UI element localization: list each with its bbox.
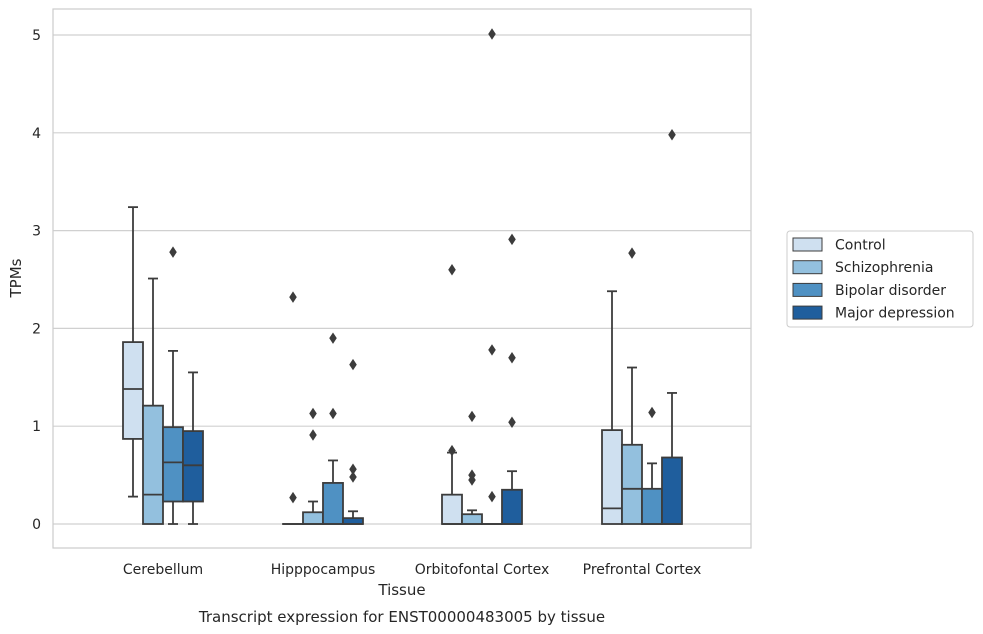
- legend-swatch: [792, 260, 823, 275]
- outlier-point: [448, 444, 456, 457]
- legend-entries: Control Schizophrenia Bipolar disorder Majo…: [792, 237, 955, 322]
- box: [302, 511, 324, 525]
- outlier-point: [488, 344, 496, 356]
- outlier-point: [329, 332, 337, 344]
- y-tick-label: 5: [32, 28, 41, 44]
- series-group: [142, 247, 643, 525]
- outlier-point: [329, 407, 337, 420]
- legend-label: Schizophrenia: [835, 260, 933, 276]
- outlier-point: [349, 471, 357, 483]
- box: [661, 456, 683, 525]
- box: [142, 404, 164, 525]
- legend-swatch: [792, 305, 823, 320]
- y-tick-labels: 0 1 2 3 4 5: [32, 28, 41, 533]
- legend-label: Bipolar disorder: [835, 283, 946, 299]
- outlier-point: [488, 28, 496, 40]
- outlier-point: [289, 291, 297, 303]
- outlier-point: [309, 407, 317, 420]
- chart-caption: Transcript expression for ENST0000048300…: [198, 608, 605, 626]
- x-tick-label: Hipppocampus: [271, 562, 376, 578]
- legend-swatch: [792, 237, 823, 252]
- outlier-point: [289, 491, 297, 504]
- x-tick-labels: Cerebellum Hipppocampus Orbitofontal Corte…: [123, 562, 701, 578]
- box: [461, 513, 483, 525]
- box: [122, 341, 144, 440]
- y-tick-label: 3: [32, 224, 41, 240]
- y-tick-label: 0: [32, 517, 41, 533]
- outlier-point: [508, 233, 516, 246]
- box: [182, 430, 204, 503]
- outlier-point: [648, 406, 656, 419]
- outlier-point: [309, 429, 317, 441]
- outlier-point: [628, 247, 636, 259]
- y-axis-label: TPMs: [7, 258, 25, 298]
- legend-frame: [786, 230, 974, 328]
- outlier-point: [349, 358, 357, 371]
- box-groups: [122, 28, 683, 525]
- legend-label: Control: [835, 238, 886, 254]
- series-group: [182, 129, 683, 525]
- outlier-point: [488, 490, 496, 503]
- box: [621, 443, 643, 525]
- legend-swatch: [792, 282, 823, 297]
- plot-frame: [52, 8, 752, 549]
- x-tick-label: Prefrontal Cortex: [583, 562, 702, 578]
- x-axis-label: Tissue: [377, 581, 425, 599]
- outlier-point: [668, 129, 676, 141]
- box: [322, 482, 344, 525]
- outlier-point: [448, 263, 456, 276]
- legend: Control Schizophrenia Bipolar disorder Majo…: [786, 230, 974, 328]
- box: [441, 493, 463, 525]
- x-tick-label: Orbitofontal Cortex: [415, 562, 550, 578]
- y-tick-label: 1: [32, 419, 41, 435]
- outlier-point: [468, 410, 476, 423]
- box: [641, 487, 663, 525]
- series-group: [162, 28, 663, 525]
- outlier-point: [169, 246, 177, 258]
- outlier-point: [349, 463, 357, 475]
- outlier-point: [508, 352, 516, 364]
- outlier-point: [468, 469, 476, 481]
- outlier-point: [508, 416, 516, 429]
- box: [162, 426, 184, 503]
- legend-label: Major depression: [835, 306, 955, 322]
- box: [601, 429, 623, 525]
- box: [501, 488, 523, 525]
- y-tick-label: 4: [32, 126, 41, 142]
- y-tick-label: 2: [32, 321, 41, 337]
- x-tick-label: Cerebellum: [123, 562, 203, 578]
